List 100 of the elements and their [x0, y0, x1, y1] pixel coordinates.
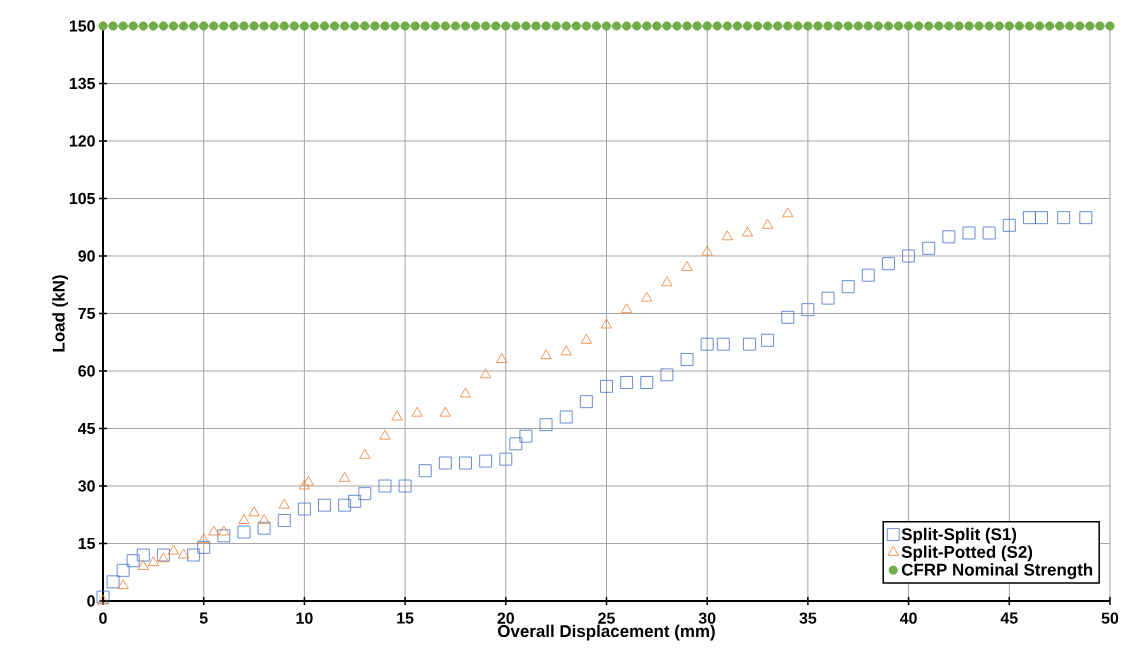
point: [641, 291, 653, 302]
point: [982, 226, 996, 240]
point: [339, 471, 351, 482]
point: [167, 544, 180, 555]
y-tick-label: 30: [78, 480, 95, 492]
point: [801, 303, 815, 317]
x-tick-label: 10: [296, 612, 313, 624]
x-tick-label: 20: [497, 612, 514, 624]
point: [248, 506, 260, 517]
y-tick-label: 15: [78, 537, 96, 550]
point: [539, 418, 553, 432]
point: [640, 376, 654, 389]
point: [278, 498, 290, 509]
point: [841, 280, 855, 294]
y-tick-label: 90: [78, 250, 95, 262]
point: [237, 525, 251, 539]
point: [418, 464, 432, 478]
point: [782, 207, 794, 218]
point: [480, 368, 492, 379]
point: [187, 548, 201, 562]
point: [479, 454, 493, 468]
point: [318, 498, 331, 512]
point: [136, 548, 150, 562]
point: [208, 525, 220, 536]
point: [621, 303, 633, 314]
y-tick-label: 45: [77, 422, 96, 435]
point: [580, 333, 592, 344]
point: [681, 261, 693, 271]
y-tick-label: 60: [78, 365, 95, 377]
point: [579, 395, 593, 409]
point: [217, 529, 231, 543]
point: [411, 406, 423, 417]
point: [762, 218, 774, 229]
point: [922, 241, 936, 255]
point: [358, 487, 372, 501]
point: [147, 556, 159, 567]
point: [496, 353, 508, 363]
point: [117, 579, 129, 590]
y-axis-title: Load (kN): [52, 275, 69, 352]
point: [540, 349, 552, 360]
point: [499, 452, 513, 466]
point: [106, 575, 120, 589]
point: [439, 406, 451, 417]
point: [197, 540, 211, 554]
point: [398, 479, 412, 493]
point: [277, 514, 291, 527]
point: [861, 268, 875, 282]
point: [379, 429, 391, 440]
point: [1079, 211, 1093, 225]
point: [258, 514, 270, 524]
point: [741, 226, 754, 237]
point: [761, 333, 775, 347]
legend-label: CFRP Nominal Strength: [901, 563, 1093, 580]
point: [338, 498, 352, 512]
x-tick-label: 5: [199, 612, 208, 624]
point: [97, 594, 109, 605]
point: [257, 521, 271, 535]
point: [882, 257, 895, 271]
x-tick-label: 35: [799, 612, 817, 624]
point: [661, 276, 673, 287]
y-tick-label: 135: [69, 77, 96, 90]
point: [177, 548, 190, 559]
point: [391, 410, 403, 421]
point: [348, 494, 362, 508]
point: [821, 291, 835, 305]
x-tick-label: 30: [698, 612, 716, 624]
point: [297, 502, 311, 516]
point: [1002, 218, 1016, 232]
point: [298, 479, 310, 490]
x-axis-title: Overall Displacement (mm): [497, 624, 715, 641]
y-tick-label: 0: [87, 595, 95, 607]
legend-label: Split-Potted (S2): [901, 545, 1033, 562]
point: [157, 548, 170, 562]
point: [560, 345, 572, 356]
point: [660, 368, 674, 382]
point: [962, 226, 976, 240]
x-tick-label: 15: [397, 612, 414, 624]
point: [218, 525, 230, 536]
point: [116, 563, 130, 577]
point: [438, 456, 452, 470]
point: [157, 552, 170, 563]
point: [716, 337, 730, 351]
point: [942, 230, 956, 244]
x-tick-label: 45: [1000, 612, 1018, 624]
point: [701, 245, 713, 256]
y-tick-label: 105: [69, 192, 96, 205]
point: [781, 310, 795, 324]
point: [1035, 211, 1048, 225]
point: [137, 560, 149, 570]
y-tick-label: 150: [69, 20, 95, 32]
point: [620, 376, 634, 389]
x-tick-label: 50: [1101, 612, 1119, 624]
point: [700, 337, 714, 351]
point: [302, 475, 315, 486]
point: [198, 533, 210, 544]
point: [126, 554, 140, 568]
point: [519, 429, 533, 443]
point: [509, 437, 523, 451]
point: [559, 410, 573, 424]
point: [359, 448, 371, 459]
